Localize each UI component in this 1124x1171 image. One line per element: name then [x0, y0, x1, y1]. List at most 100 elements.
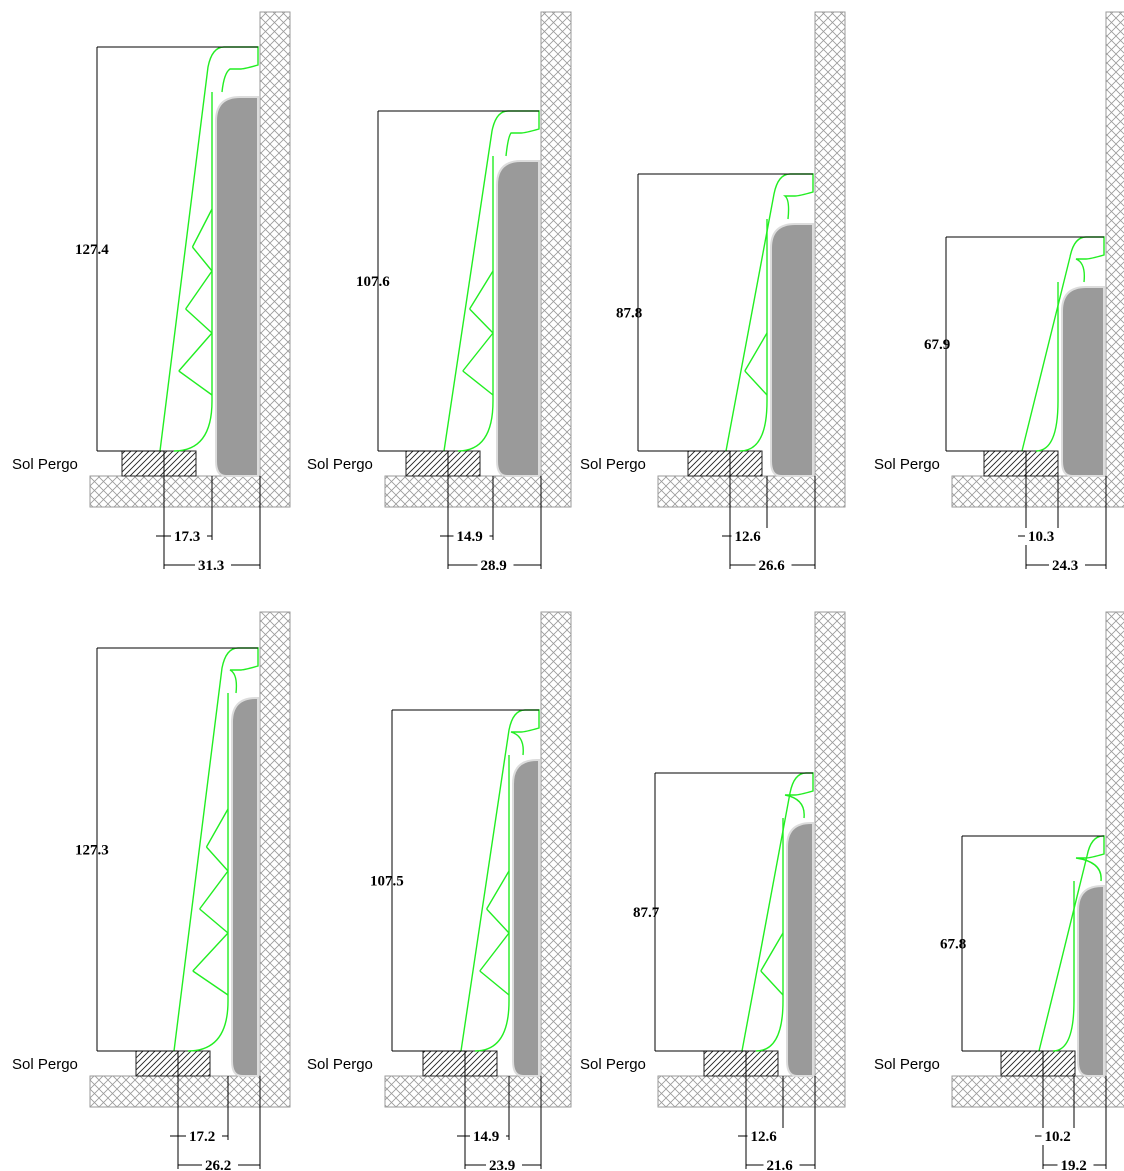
skirting-profile-outline [725, 173, 814, 452]
outer-depth-label: 31.3 [198, 558, 224, 574]
profile-panel-8: 67.8 Sol Pergo 10.2 19.2 [874, 611, 1124, 1171]
skirting-profile-outline [741, 772, 814, 1052]
floor-slab [657, 1075, 816, 1108]
grey-panel [1061, 286, 1105, 477]
inner-depth-label: 12.6 [735, 529, 762, 545]
floor-label: Sol Pergo [12, 456, 78, 473]
zigzag-rib [192, 932, 229, 996]
flooring-hatch [121, 450, 197, 477]
skirting-profile-inner [1052, 881, 1075, 1052]
inner-depth-label: 17.2 [189, 1129, 215, 1145]
floor-label: Sol Pergo [580, 456, 646, 473]
height-dimension-label: 67.9 [924, 337, 950, 353]
outer-depth-label: 26.2 [205, 1158, 231, 1171]
profile-panel-1: 127.4 Sol Pergo 17.3 31.3 [12, 11, 291, 574]
inner-depth-label: 10.2 [1045, 1129, 1071, 1145]
outer-depth-label: 26.6 [759, 558, 786, 574]
zigzag-rib [205, 808, 229, 872]
label-background [1057, 1157, 1094, 1171]
label-background [171, 528, 207, 545]
label-background [453, 528, 490, 545]
wall [259, 611, 291, 1108]
skirting-profile-outline [443, 110, 540, 452]
height-dimension-label: 87.7 [633, 905, 660, 921]
inner-depth-label: 14.9 [457, 529, 483, 545]
skirting-profile-outline [1038, 835, 1105, 1052]
skirting-profile-inner [457, 156, 494, 452]
wall [540, 611, 572, 1108]
zigzag-rib [462, 332, 494, 396]
skirting-profile-inner [739, 219, 768, 452]
label-background [1049, 557, 1085, 574]
label-background [477, 557, 514, 574]
zigzag-rib [760, 932, 784, 996]
inner-depth-label: 17.3 [174, 529, 200, 545]
label-background [763, 1157, 800, 1171]
height-dimension-label: 127.4 [75, 242, 109, 258]
skirting-profile-inner [187, 693, 229, 1052]
floor-slab [89, 1075, 261, 1108]
profile-panel-4: 67.9 Sol Pergo 10.3 24.3 [874, 11, 1124, 574]
profile-panel-7: 87.7 Sol Pergo 12.6 21.6 [580, 611, 846, 1171]
zigzag-rib [191, 208, 213, 272]
wall [814, 611, 846, 1108]
zigzag-rib [479, 932, 510, 996]
wall [540, 11, 572, 508]
floor-slab [384, 1075, 542, 1108]
grey-panel [1077, 885, 1105, 1077]
flooring-hatch [1000, 1050, 1076, 1077]
profile-panel-5: 127.3 Sol Pergo 17.2 26.2 [12, 611, 291, 1171]
skirting-profile-outline [460, 709, 540, 1052]
label-background [747, 1128, 784, 1145]
grey-panel [215, 96, 259, 477]
label-background [202, 1157, 238, 1171]
wall [1105, 11, 1124, 508]
floor-slab [657, 475, 816, 508]
floor-slab [951, 1075, 1107, 1108]
height-dimension-label: 107.6 [356, 274, 390, 290]
grey-panel [512, 759, 540, 1077]
skirting-profile-inner [173, 92, 213, 452]
outer-depth-label: 24.3 [1052, 558, 1078, 574]
profile-panel-6: 107.5 Sol Pergo 14.9 23.9 [307, 611, 572, 1171]
floor-label: Sol Pergo [12, 1056, 78, 1073]
zigzag-rib [185, 270, 213, 334]
label-background [731, 528, 768, 545]
flooring-hatch [687, 450, 763, 477]
skirting-profile-outline [1021, 236, 1105, 452]
zigzag-rib [199, 870, 229, 934]
label-background [470, 1128, 506, 1145]
floor-slab [384, 475, 542, 508]
inner-depth-label: 14.9 [473, 1129, 499, 1145]
outer-depth-label: 28.9 [481, 558, 507, 574]
floor-label: Sol Pergo [874, 1056, 940, 1073]
floor-slab [951, 475, 1107, 508]
floor-label: Sol Pergo [307, 1056, 373, 1073]
inner-depth-label: 10.3 [1028, 529, 1054, 545]
floor-label: Sol Pergo [580, 1056, 646, 1073]
flooring-hatch [703, 1050, 779, 1077]
profile-panel-3: 87.8 Sol Pergo 12.6 26.6 [580, 11, 846, 574]
label-background [195, 557, 231, 574]
zigzag-rib [486, 870, 510, 934]
zigzag-rib [469, 270, 494, 334]
height-dimension-label: 67.8 [940, 937, 966, 953]
flooring-hatch [422, 1050, 498, 1077]
grey-panel [496, 160, 540, 477]
skirting-profile-inner [474, 755, 510, 1052]
inner-depth-label: 12.6 [751, 1129, 778, 1145]
skirting-profile-outline [159, 46, 259, 452]
wall [1105, 611, 1124, 1108]
height-dimension-label: 127.3 [75, 843, 109, 859]
grey-panel [770, 223, 814, 477]
floor-slab [89, 475, 261, 508]
outer-depth-label: 19.2 [1061, 1158, 1087, 1171]
outer-depth-label: 21.6 [767, 1158, 794, 1171]
height-dimension-label: 107.5 [370, 874, 404, 890]
flooring-hatch [135, 1050, 211, 1077]
flooring-hatch [983, 450, 1059, 477]
height-dimension-label: 87.8 [616, 306, 642, 322]
grey-panel [231, 697, 259, 1077]
skirting-profile-inner [755, 818, 784, 1052]
floor-label: Sol Pergo [307, 456, 373, 473]
